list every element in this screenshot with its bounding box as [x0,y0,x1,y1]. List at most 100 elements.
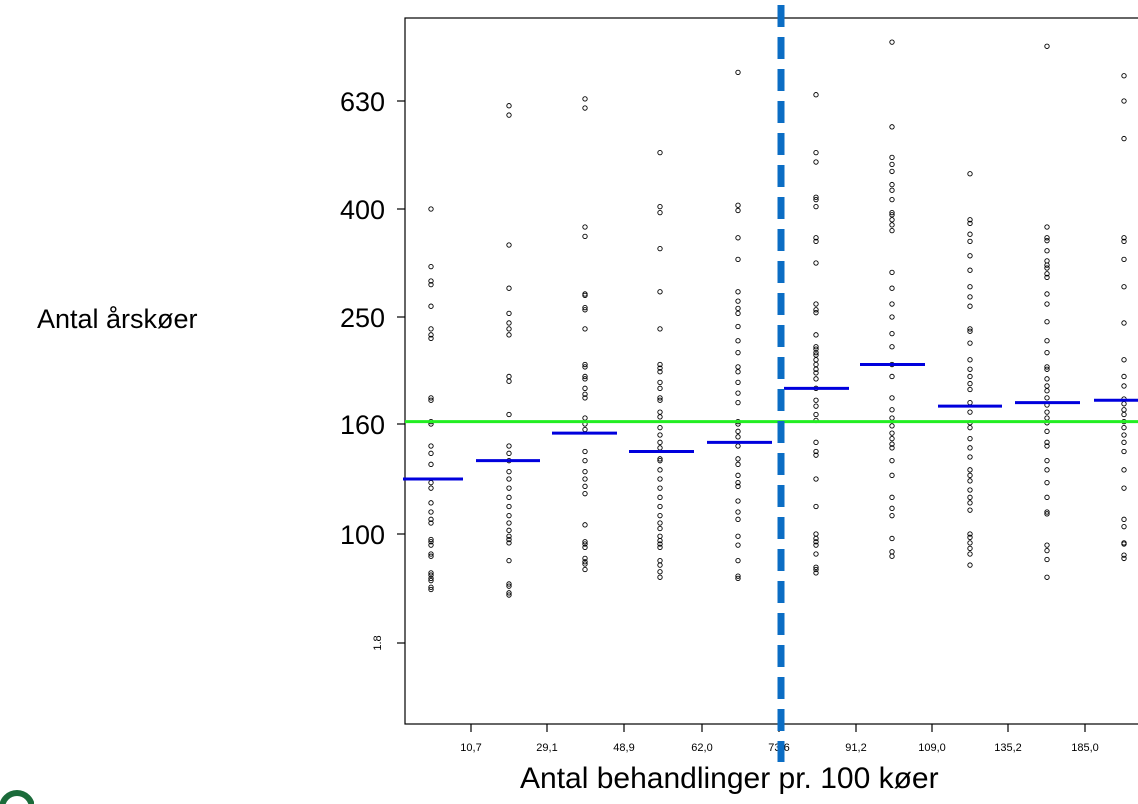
data-point [1044,274,1050,281]
data-point [889,513,895,519]
data-point [428,520,434,526]
data-point [1044,556,1050,563]
data-point [506,557,512,564]
data-point [506,536,512,543]
data-point [657,439,663,445]
data-point [1044,574,1050,580]
data-point [967,171,973,177]
y-tick-label: 160 [340,410,385,440]
data-point [813,397,819,403]
data-point [967,500,973,506]
data-point [428,577,434,584]
x-tick-label: 10,7 [460,742,481,754]
data-point [1121,485,1127,491]
data-point [582,561,588,567]
data-point [813,361,819,368]
data-point [1044,383,1050,389]
data-point [813,551,819,557]
data-point [735,323,741,330]
data-point [813,376,819,382]
data-point [506,533,512,539]
data-point [1044,248,1050,254]
data-point [428,485,434,491]
data-point [1044,480,1050,486]
data-point [813,370,819,376]
data-point [582,491,588,497]
data-point [735,369,741,375]
data-point [967,217,973,223]
data-point [506,310,512,317]
data-point [735,443,741,449]
data-point [1121,98,1127,104]
data-point [506,242,512,248]
data-point [1044,364,1050,370]
data-point [735,207,741,214]
data-point [1121,373,1127,380]
data-point [889,124,895,130]
data-point [813,332,819,338]
data-point [735,498,741,504]
data-point [657,520,663,526]
data-point [735,310,741,317]
data-point [657,544,663,550]
data-point [428,572,434,578]
data-point [506,332,512,338]
data-point [657,445,663,451]
data-point [657,485,663,491]
data-point [506,527,512,533]
data-point [506,485,512,491]
data-point [813,194,819,200]
data-point [889,269,895,276]
data-point [506,443,512,449]
data-point [967,366,973,372]
y-tick-label: 250 [340,303,385,333]
data-point [657,245,663,252]
data-point [428,516,434,522]
data-point [735,509,741,515]
data-point [967,220,973,227]
data-point [813,260,819,266]
data-point [506,103,512,109]
data-points [428,39,1127,598]
data-point [813,452,819,458]
data-point [813,301,819,307]
plot-frame [404,17,1138,725]
data-point [1044,428,1050,434]
data-point [1044,509,1050,515]
data-point [967,562,973,568]
data-point [967,357,973,363]
data-point [967,454,973,460]
data-point [582,555,588,562]
data-point [967,380,973,387]
data-point [1044,415,1050,421]
data-point [735,364,741,370]
data-point [582,539,588,545]
data-point [813,346,819,352]
data-point [967,294,973,300]
data-point [1121,555,1127,562]
data-point [1044,262,1050,268]
x-tick-label: 185,0 [1071,742,1099,754]
data-point [889,445,895,451]
data-point [582,364,588,370]
data-point [506,540,512,546]
data-point [582,233,588,240]
data-point [582,292,588,299]
data-point [889,458,895,464]
data-point [582,483,588,489]
data-point [889,217,895,223]
data-point [582,458,588,464]
data-point [1044,511,1050,517]
data-point [428,206,434,212]
data-point [735,542,741,548]
data-point [657,326,663,332]
data-point [1044,238,1050,244]
data-point [889,430,895,436]
data-point [1044,494,1050,500]
data-point [582,544,588,550]
data-point [506,320,512,326]
data-point [1044,547,1050,554]
data-point [1121,552,1127,558]
data-point [889,505,895,511]
